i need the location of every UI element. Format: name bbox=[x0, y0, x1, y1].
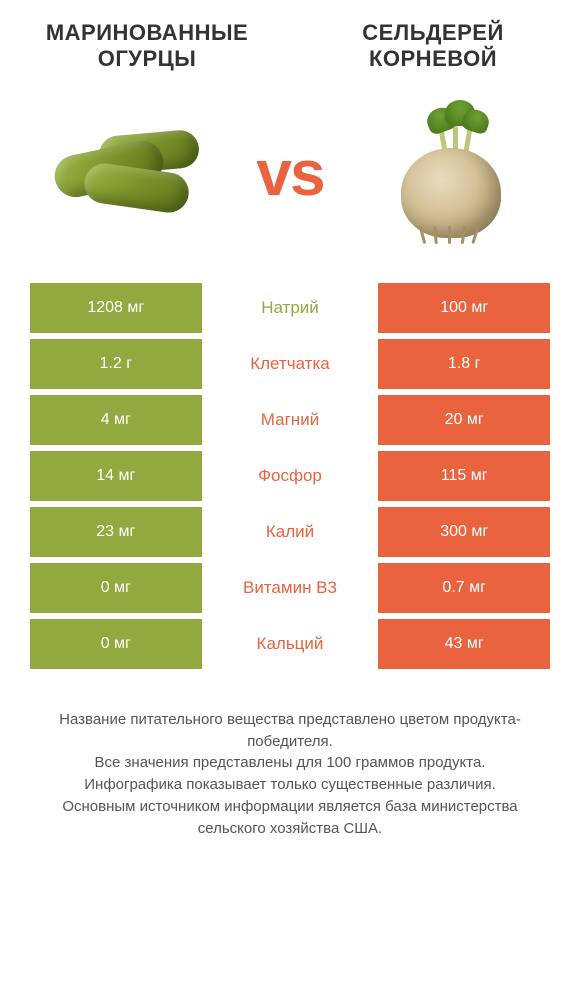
left-value-cell: 1.2 г bbox=[30, 339, 202, 389]
nutrient-label: Магний bbox=[202, 395, 379, 445]
header: МАРИНОВАННЫЕ ОГУРЦЫ СЕЛЬДЕРЕЙ КОРНЕВОЙ bbox=[30, 20, 550, 73]
images-row: vs bbox=[30, 93, 550, 253]
left-value-cell: 0 мг bbox=[30, 619, 202, 669]
footer-line-4: Основным источником информации является … bbox=[40, 796, 540, 840]
footer-line-3: Инфографика показывает только существенн… bbox=[40, 774, 540, 796]
nutrient-label: Кальций bbox=[202, 619, 379, 669]
right-value-cell: 300 мг bbox=[378, 507, 550, 557]
footer-notes: Название питательного вещества представл… bbox=[30, 709, 550, 840]
left-value-cell: 1208 мг bbox=[30, 283, 202, 333]
table-row: 4 мгМагний20 мг bbox=[30, 395, 550, 445]
nutrient-label: Натрий bbox=[202, 283, 379, 333]
left-value-cell: 23 мг bbox=[30, 507, 202, 557]
table-row: 1.2 гКлетчатка1.8 г bbox=[30, 339, 550, 389]
footer-line-2: Все значения представлены для 100 граммо… bbox=[40, 752, 540, 774]
pickles-illustration bbox=[49, 113, 209, 233]
nutrient-label: Калий bbox=[202, 507, 379, 557]
right-value-cell: 20 мг bbox=[378, 395, 550, 445]
right-value-cell: 115 мг bbox=[378, 451, 550, 501]
table-row: 23 мгКалий300 мг bbox=[30, 507, 550, 557]
right-product-image bbox=[352, 93, 550, 253]
nutrient-label: Фосфор bbox=[202, 451, 379, 501]
vs-label: vs bbox=[256, 136, 323, 210]
celeriac-illustration bbox=[381, 98, 521, 248]
left-product-title: МАРИНОВАННЫЕ ОГУРЦЫ bbox=[30, 20, 264, 73]
nutrient-label: Клетчатка bbox=[202, 339, 379, 389]
right-value-cell: 1.8 г bbox=[378, 339, 550, 389]
left-value-cell: 4 мг bbox=[30, 395, 202, 445]
nutrient-table: 1208 мгНатрий100 мг 1.2 гКлетчатка1.8 г 4 … bbox=[30, 283, 550, 669]
right-product-title: СЕЛЬДЕРЕЙ КОРНЕВОЙ bbox=[316, 20, 550, 73]
right-value-cell: 100 мг bbox=[378, 283, 550, 333]
infographic-container: МАРИНОВАННЫЕ ОГУРЦЫ СЕЛЬДЕРЕЙ КОРНЕВОЙ v… bbox=[0, 0, 580, 859]
right-value-cell: 0.7 мг bbox=[378, 563, 550, 613]
left-product-image bbox=[30, 93, 228, 253]
table-row: 14 мгФосфор115 мг bbox=[30, 451, 550, 501]
left-value-cell: 14 мг bbox=[30, 451, 202, 501]
right-value-cell: 43 мг bbox=[378, 619, 550, 669]
nutrient-label: Витамин B3 bbox=[202, 563, 379, 613]
table-row: 1208 мгНатрий100 мг bbox=[30, 283, 550, 333]
table-row: 0 мгКальций43 мг bbox=[30, 619, 550, 669]
footer-line-1: Название питательного вещества представл… bbox=[40, 709, 540, 753]
table-row: 0 мгВитамин B30.7 мг bbox=[30, 563, 550, 613]
left-value-cell: 0 мг bbox=[30, 563, 202, 613]
